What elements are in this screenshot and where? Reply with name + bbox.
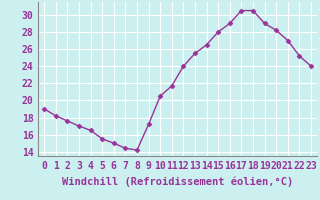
X-axis label: Windchill (Refroidissement éolien,°C): Windchill (Refroidissement éolien,°C)	[62, 176, 293, 187]
